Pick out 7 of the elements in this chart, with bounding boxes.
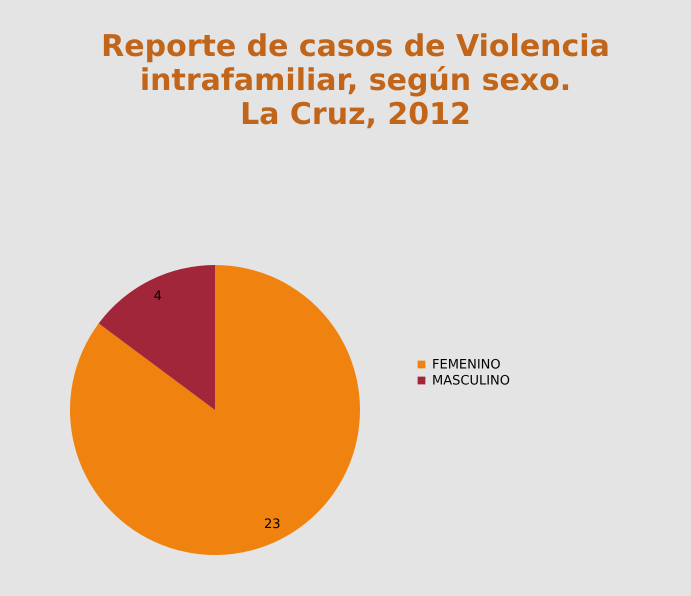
pie-slice xyxy=(70,265,360,555)
legend-label: FEMENINO xyxy=(432,358,501,372)
data-label: 4 xyxy=(154,288,162,304)
data-label: 23 xyxy=(264,517,281,532)
chart-title: Reporte de casos de Violencia intrafamiliar, según sexo. La Cruz, 2012 xyxy=(101,29,610,132)
pie-slice xyxy=(98,265,215,410)
legend-label: MASCULINO xyxy=(432,374,510,388)
